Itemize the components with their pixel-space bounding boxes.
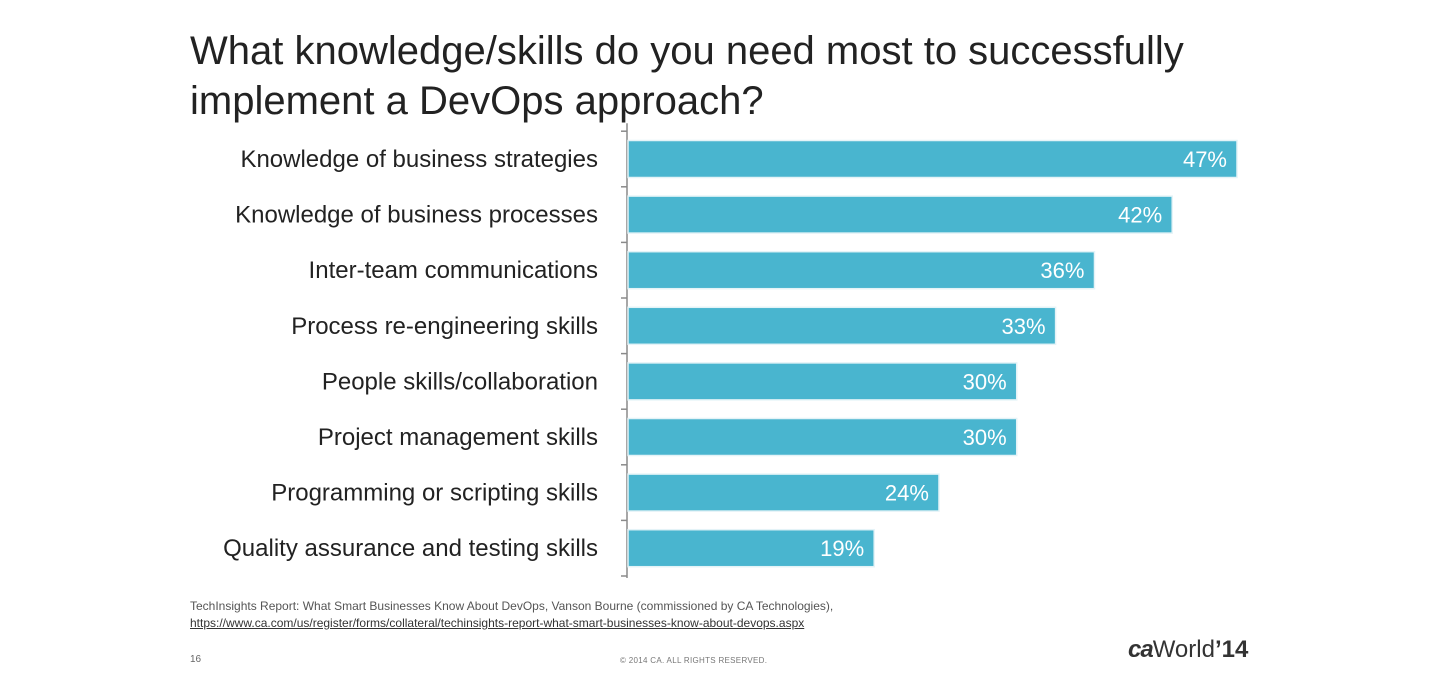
category-label: Programming or scripting skills	[271, 480, 598, 507]
source-text: TechInsights Report: What Smart Business…	[190, 599, 834, 613]
data-label: 42%	[1118, 203, 1162, 228]
source-link[interactable]: https://www.ca.com/us/register/forms/col…	[190, 616, 805, 630]
page-number: 16	[190, 654, 202, 665]
data-label: 30%	[963, 425, 1007, 450]
bar	[627, 250, 1096, 290]
category-label: Project management skills	[318, 424, 598, 451]
data-label: 30%	[963, 369, 1007, 394]
logo-world: World	[1152, 636, 1215, 663]
bar	[627, 306, 1057, 346]
logo-year: ’14	[1214, 636, 1249, 663]
bar	[627, 139, 1238, 179]
bar	[627, 528, 875, 568]
category-label: Knowledge of business strategies	[240, 146, 598, 173]
ca-world-logo: caWorld’14	[1128, 636, 1248, 664]
data-label: 36%	[1040, 258, 1084, 283]
category-label: Process re-engineering skills	[291, 313, 598, 340]
data-label: 19%	[820, 536, 864, 561]
category-label: People skills/collaboration	[322, 368, 598, 395]
bar	[627, 362, 1018, 401]
copyright: © 2014 CA. ALL RIGHTS RESERVED.	[620, 656, 768, 665]
category-label: Inter-team communications	[309, 257, 598, 284]
logo-ca: ca	[1128, 636, 1154, 663]
data-label: 24%	[885, 481, 929, 506]
source-citation: TechInsights Report: What Smart Business…	[190, 598, 833, 632]
category-label: Knowledge of business processes	[235, 202, 598, 229]
bar	[627, 417, 1018, 457]
bar	[627, 195, 1173, 234]
category-label: Quality assurance and testing skills	[223, 535, 598, 562]
slide-title: What knowledge/skills do you need most t…	[190, 29, 1184, 123]
data-label: 33%	[1002, 314, 1046, 339]
data-label: 47%	[1183, 147, 1227, 172]
bar	[627, 473, 940, 512]
